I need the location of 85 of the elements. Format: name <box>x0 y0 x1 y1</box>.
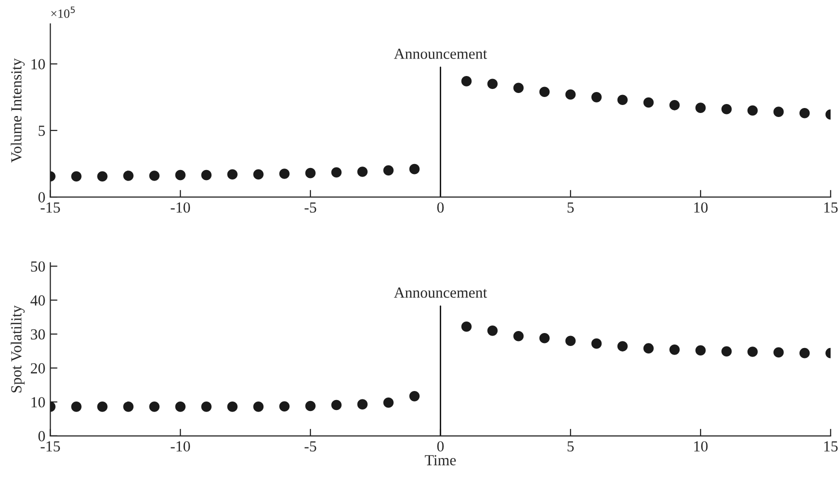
point <box>97 171 108 182</box>
x-tick-label: 15 <box>824 202 838 213</box>
point <box>175 402 186 412</box>
point <box>149 170 160 181</box>
point <box>591 92 602 102</box>
y-tick-label: 10 <box>32 397 45 408</box>
point <box>383 397 394 408</box>
point <box>591 338 602 349</box>
point <box>227 169 238 180</box>
ref-line-label: Announcement <box>394 288 488 298</box>
x-tick-label: -5 <box>304 441 316 452</box>
point <box>253 169 264 180</box>
point <box>357 166 368 177</box>
point <box>227 402 238 412</box>
point <box>409 391 420 402</box>
x-axis-title: Time <box>424 455 456 466</box>
point <box>747 105 758 116</box>
point <box>695 345 706 356</box>
point <box>513 82 524 94</box>
x-tick-label: -10 <box>170 202 190 213</box>
point <box>279 401 290 412</box>
point <box>487 326 498 336</box>
point <box>331 400 342 410</box>
point <box>305 168 316 178</box>
x-tick-label: -5 <box>304 202 316 213</box>
y-axis-title: Volume Intensity <box>10 58 25 163</box>
point <box>383 165 394 176</box>
point <box>539 333 550 344</box>
point <box>565 89 576 100</box>
point <box>799 108 810 118</box>
x-tick-label: 5 <box>568 202 574 213</box>
point <box>97 402 108 412</box>
point <box>669 100 680 110</box>
y-tick-label: 20 <box>30 363 45 374</box>
x-tick-label: -10 <box>170 441 190 452</box>
point <box>643 97 654 108</box>
y-tick-label: 50 <box>31 261 45 272</box>
y-tick-label: 30 <box>30 329 45 340</box>
point <box>461 321 472 332</box>
point <box>305 400 316 412</box>
text: ×10$^{5}$ <box>51 6 75 18</box>
point <box>331 167 342 178</box>
point <box>357 399 368 410</box>
x-tick-label: 10 <box>694 441 708 452</box>
point <box>539 86 550 97</box>
ref-line-label: Announcement <box>394 48 488 59</box>
point <box>71 171 82 182</box>
point <box>773 106 784 117</box>
x-tick-label: -15 <box>40 441 60 452</box>
x-tick-label: 0 <box>437 202 444 213</box>
point <box>71 402 82 412</box>
y-tick-label: 0 <box>38 192 45 202</box>
y-tick-label: 10 <box>32 59 45 70</box>
point <box>201 402 212 412</box>
y-tick-label: 0 <box>38 431 45 442</box>
point <box>565 336 576 346</box>
point <box>409 164 420 174</box>
y-tick-label: 40 <box>30 295 45 306</box>
point <box>123 170 134 181</box>
x-tick-label: 15 <box>824 441 838 452</box>
point <box>747 346 758 357</box>
point <box>643 343 654 354</box>
point <box>617 341 628 352</box>
x-tick-label: 0 <box>437 441 444 452</box>
y-axis-title: Spot Volatility <box>10 305 25 392</box>
point <box>513 330 524 342</box>
point <box>201 170 212 180</box>
y-tick-label: 5 <box>38 126 45 136</box>
x-tick-label: 10 <box>694 202 708 213</box>
point <box>461 76 472 86</box>
point <box>799 348 810 358</box>
point <box>721 104 732 114</box>
point <box>669 344 680 355</box>
x-tick-label: -15 <box>40 202 60 213</box>
point <box>695 102 706 113</box>
x-tick-label: 5 <box>568 441 574 452</box>
point <box>149 402 160 412</box>
point <box>123 402 134 412</box>
point <box>279 168 290 179</box>
point <box>175 170 186 180</box>
point <box>773 347 784 358</box>
point <box>487 78 498 90</box>
point <box>253 402 264 412</box>
point <box>617 94 628 105</box>
point <box>721 346 732 357</box>
